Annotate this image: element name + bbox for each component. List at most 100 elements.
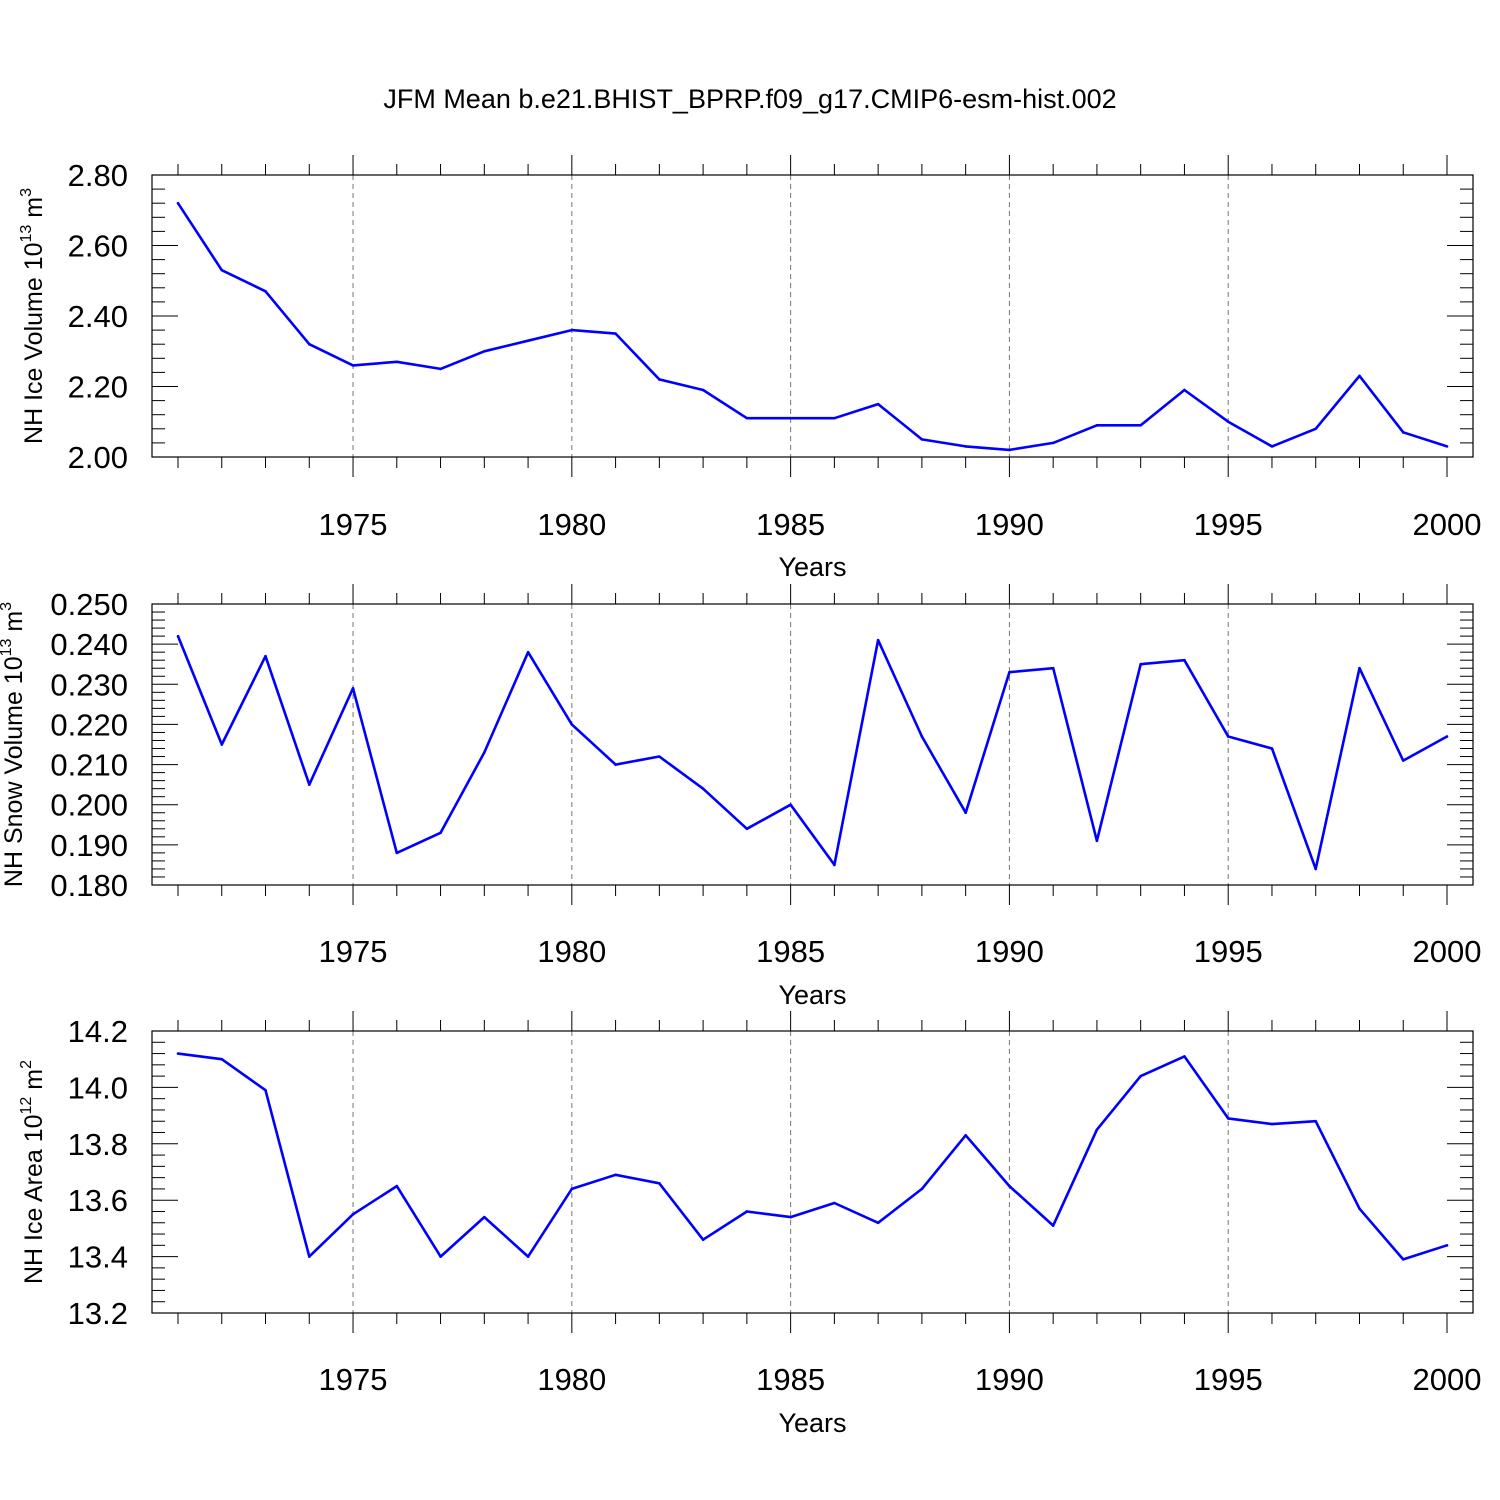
plot-frame — [151, 1030, 1474, 1314]
data-point — [1183, 1055, 1186, 1058]
data-point — [1226, 735, 1230, 738]
data-point — [833, 416, 836, 420]
data-point — [789, 1215, 792, 1219]
y-tick-label: 0.230 — [50, 667, 128, 702]
data-point — [920, 438, 924, 441]
data-point — [1139, 662, 1142, 666]
data-point — [395, 1184, 399, 1188]
y-tick-label: 0.190 — [50, 828, 128, 863]
data-point — [658, 378, 661, 381]
y-label-exponent: 13 — [18, 225, 35, 243]
y-tick-label: 13.6 — [68, 1183, 128, 1218]
y-tick-label: 13.4 — [68, 1240, 128, 1275]
y-label-text: NH Ice Volume 10 — [20, 242, 48, 444]
data-point — [1051, 441, 1055, 445]
data-point — [1095, 423, 1099, 427]
data-point — [351, 687, 355, 690]
data-point — [1008, 670, 1011, 674]
data-point — [614, 1173, 617, 1177]
data-point — [701, 787, 705, 790]
x-tick-label: 1985 — [756, 1362, 825, 1397]
y-label-exponent: 3 — [0, 602, 15, 611]
data-point — [483, 349, 486, 353]
chart-panel-1: 2.00 2.20 2.40 2.60 2.80 1975 1980 1985 1990 1995… — [18, 155, 1481, 582]
x-tick-label: 1980 — [537, 507, 606, 542]
data-point — [307, 1255, 311, 1258]
y-label-text: m — [20, 197, 48, 225]
data-point — [745, 416, 749, 420]
data-point — [176, 201, 180, 205]
data-point — [1139, 423, 1142, 427]
y-label-text: NH Snow Volume 10 — [0, 656, 28, 887]
x-axis-label: Years — [778, 552, 846, 582]
y-label-text: m — [0, 611, 28, 639]
data-point — [745, 1210, 749, 1213]
data-point — [920, 735, 924, 738]
data-point — [920, 1187, 924, 1191]
data-point — [745, 827, 749, 831]
y-tick-label: 2.80 — [68, 158, 128, 193]
data-point — [176, 1052, 180, 1055]
y-tick-label: 0.240 — [50, 627, 128, 662]
figure-title: JFM Mean b.e21.BHIST_BPRP.f09_g17.CMIP6-… — [383, 84, 1117, 114]
data-point — [1095, 839, 1099, 843]
y-tick-label: 2.00 — [68, 440, 128, 475]
data-point — [1139, 1074, 1142, 1078]
y-axis-label: NH Ice Area 1012 m2 — [18, 1060, 48, 1284]
x-tick-label: 1990 — [975, 934, 1044, 969]
data-point — [614, 332, 617, 335]
data-point — [614, 763, 617, 766]
data-point — [351, 1213, 355, 1216]
data-point — [701, 388, 705, 392]
plot-frame — [151, 174, 1474, 458]
x-axis-label: Years — [778, 1408, 846, 1438]
data-point — [1445, 445, 1449, 448]
data-point — [570, 1187, 574, 1191]
data-point — [1401, 1258, 1405, 1261]
x-tick-label: 1995 — [1194, 507, 1263, 542]
x-tick-label: 1995 — [1194, 934, 1263, 969]
y-label-exponent: 12 — [18, 1097, 35, 1115]
data-point — [1051, 666, 1055, 670]
data-point — [876, 1221, 880, 1225]
data-point — [1226, 420, 1230, 424]
data-point — [1270, 445, 1274, 448]
data-point — [833, 1201, 836, 1205]
y-tick-label: 13.8 — [68, 1127, 128, 1162]
data-point — [1008, 1184, 1011, 1188]
data-point — [220, 1057, 224, 1061]
x-tick-label: 2000 — [1413, 507, 1482, 542]
data-point — [1226, 1117, 1230, 1120]
data-point — [789, 416, 792, 420]
data-point — [439, 831, 442, 835]
y-tick-label: 0.210 — [50, 748, 128, 783]
y-tick-label: 2.20 — [68, 370, 128, 405]
data-point — [1270, 1122, 1274, 1126]
y-tick-label: 2.60 — [68, 229, 128, 264]
data-point — [307, 342, 311, 346]
x-tick-label: 1985 — [756, 934, 825, 969]
data-point — [1314, 1119, 1318, 1123]
data-point — [1401, 759, 1405, 762]
data-point — [1051, 1224, 1055, 1227]
data-point — [964, 811, 967, 815]
data-point — [658, 1181, 661, 1185]
data-point — [570, 723, 574, 726]
data-point — [1183, 658, 1186, 662]
data-point — [570, 328, 574, 332]
data-point — [876, 402, 880, 406]
series-line — [177, 1052, 1448, 1261]
x-tick-label: 1990 — [975, 1362, 1044, 1397]
y-label-text: m — [20, 1069, 48, 1097]
data-point — [439, 367, 442, 371]
data-point — [1183, 388, 1186, 392]
x-tick-label: 1985 — [756, 507, 825, 542]
y-label-text: NH Ice Area 10 — [20, 1114, 48, 1284]
data-point — [1445, 735, 1449, 738]
data-point — [483, 751, 486, 754]
y-label-exponent: 2 — [18, 1060, 35, 1069]
data-point — [483, 1215, 486, 1219]
series-line — [176, 202, 1448, 452]
y-tick-label: 0.220 — [50, 707, 128, 742]
